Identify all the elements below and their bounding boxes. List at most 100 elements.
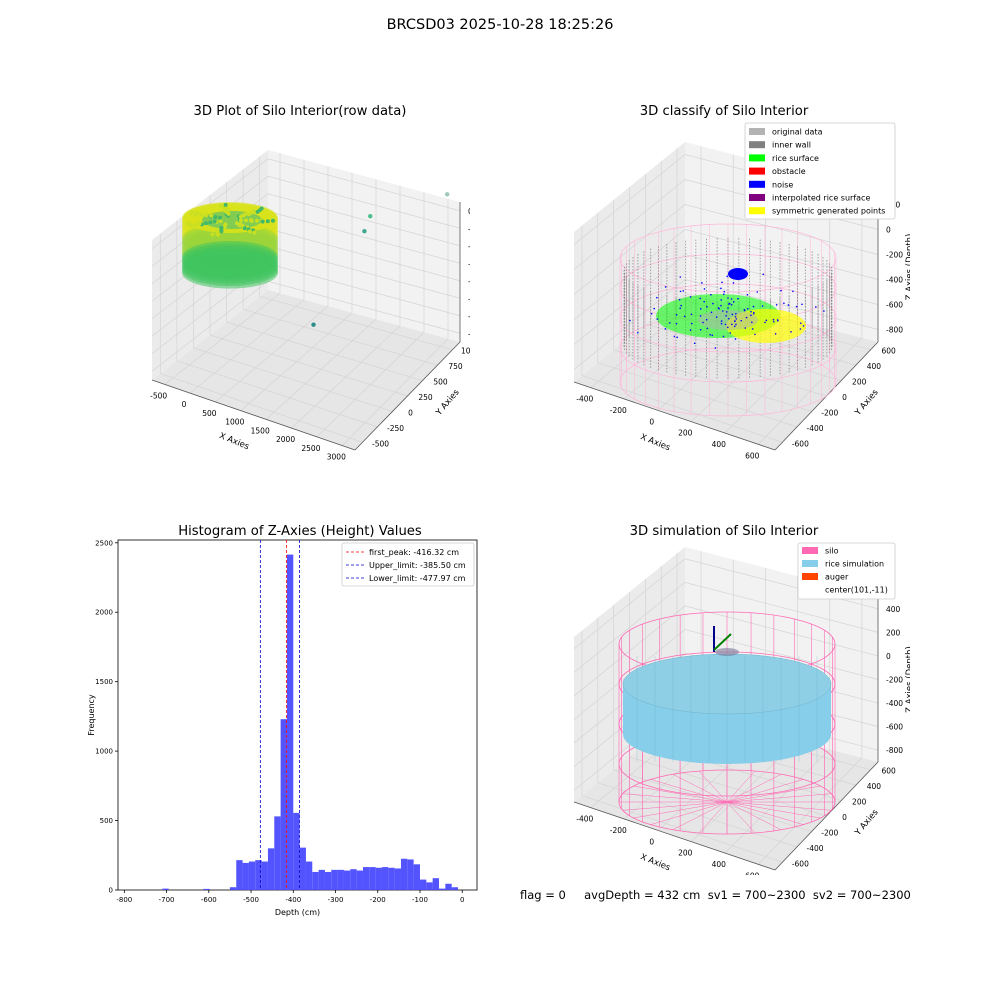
noise-point [753,311,755,314]
x-tick-label: 600 [745,871,760,875]
y-axis-line [354,341,461,451]
raw-point [247,229,252,234]
raw-point [204,213,209,218]
legend-swatch [802,560,818,567]
noise-point [743,308,746,311]
raw-point [226,208,231,213]
x-tick-label: 3000 [327,453,346,460]
classify-3d-scatter-plot: -400-2000200400600-600-400-2000200400600… [573,122,910,460]
noise-point [723,290,726,293]
noise-point [720,287,722,290]
legend-label: rice surface [772,154,819,163]
x-tick-label: -800 [116,896,132,904]
raw-point [209,213,214,218]
histogram-bar [400,858,408,890]
y-axis-line [774,761,879,871]
z-tick-label: -600 [886,723,903,732]
raw-point [238,214,243,219]
x-tick-label: 0 [182,400,187,409]
noise-point [727,307,729,309]
noise-point [721,281,723,284]
raw-point [195,210,200,215]
y-axis-label: Y Axies [434,387,462,418]
legend-swatch [749,194,765,201]
noise-point [690,313,693,316]
raw-point [223,222,228,227]
y-tick-label: 200 [852,378,867,387]
z-tick-label: -1500 [468,312,470,321]
noise-point [731,313,734,316]
simulation-3d-plot: -400-2000200400600-600-400-2000200400600… [573,542,910,875]
histogram-bar [413,864,420,890]
z-tick-label: -400 [886,276,903,285]
raw-point [218,203,223,208]
grid-line [597,362,798,428]
y-tick-label: 750 [448,362,463,371]
raw-point [199,212,204,217]
raw-point [247,212,252,217]
x-tick-label: 400 [712,440,727,449]
noise-point [668,322,671,324]
x-axis-label: X Axies [218,431,251,452]
histogram-bar [280,719,287,890]
z-tick-label: -800 [886,746,903,755]
z-tick-label: 0 [468,207,470,216]
y-tick-label: 600 [881,767,896,776]
noise-point [752,305,755,308]
noise-point [699,297,702,300]
noise-point [664,286,667,288]
histogram-bar [432,878,439,890]
legend-label: inner wall [772,141,811,150]
y-tick-label: 1500 [95,678,113,686]
raw-outlier-point [311,322,316,327]
x-tick-label: 600 [745,451,760,460]
legend-label: symmetric generated points [772,207,885,216]
raw-point [238,218,243,223]
z-tick-label: -800 [886,326,903,335]
y-tick-label: 250 [418,393,433,402]
y-tick-label: 2500 [95,539,113,547]
noise-point [772,318,775,321]
noise-point [765,319,768,322]
center-direction [713,633,732,651]
noise-point [751,328,754,330]
histogram-title: Histogram of Z-Axies (Height) Values [178,524,422,539]
histogram-bar [369,867,376,890]
noise-point [792,290,794,293]
noise-point [754,333,756,336]
z-tick-label: 200 [886,628,901,637]
noise-point [722,310,724,312]
y-tick-label: -200 [821,828,838,837]
noise-point [656,296,658,299]
grid-line [573,204,879,295]
noise-point [701,282,703,284]
y-tick-label: -600 [792,439,809,448]
histogram-bar [343,870,351,890]
legend-swatch [749,141,765,149]
histogram-bar [248,861,256,890]
x-tick-label: -500 [150,391,167,400]
histogram-bar [350,869,357,890]
raw-point [265,219,270,224]
z-tick-label: -200 [886,251,903,260]
noise-point [725,315,727,317]
original-data [698,310,758,330]
z-tick-label: 400 [886,605,901,614]
histogram-bar [445,883,452,890]
grid-line [573,581,879,673]
grid-line [259,296,453,351]
noise-point [720,320,723,322]
noise-point [731,323,733,326]
noise-point [710,311,713,314]
z-tick-label: -1250 [468,294,470,303]
y-tick-label: 200 [852,798,867,807]
raw-point [252,230,257,235]
legend-label: rice simulation [825,560,884,569]
noise-point [689,296,692,298]
x-tick-label: -200 [610,406,627,415]
noise-point [737,297,739,300]
x-tick-label: 2000 [276,435,295,444]
grid-line [573,254,879,345]
noise-point [823,310,825,312]
histogram-bar [305,861,313,890]
